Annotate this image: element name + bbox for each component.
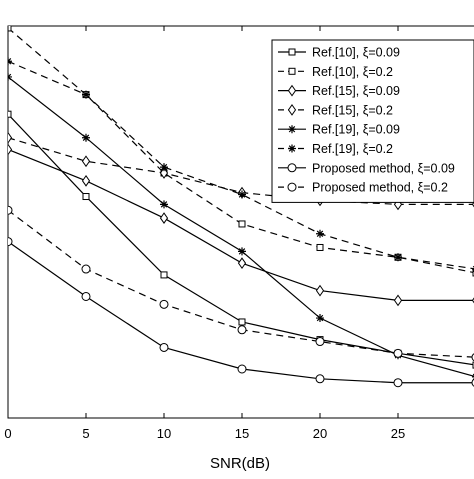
- legend-marker-1: [289, 68, 295, 74]
- legend: Ref.[10], ξ=0.09 Ref.[10], ξ=0.2 Ref.[15],…: [272, 40, 474, 202]
- series-5-point-4: [316, 230, 324, 238]
- series-0-point-1: [83, 194, 89, 200]
- x-tick-label-1: 5: [82, 426, 89, 441]
- series-0-point-0: [5, 111, 11, 117]
- series-5-point-3: [238, 191, 246, 199]
- series-5-point-5: [394, 253, 402, 261]
- series-line-7: [8, 210, 474, 357]
- series-0-point-2: [161, 272, 167, 278]
- series-7: [4, 206, 474, 361]
- series-7-point-2: [160, 300, 168, 308]
- legend-label-2: Ref.[15], ξ=0.09: [312, 84, 400, 98]
- series-6-point-1: [82, 292, 90, 300]
- series-6-point-2: [160, 343, 168, 351]
- legend-label-7: Proposed method, ξ=0.2: [312, 181, 448, 195]
- legend-label-6: Proposed method, ξ=0.09: [312, 161, 455, 175]
- series-7-point-1: [82, 265, 90, 273]
- legend-label-3: Ref.[15], ξ=0.2: [312, 103, 393, 117]
- series-2-point-0: [5, 144, 12, 154]
- series-2-point-3: [239, 258, 246, 268]
- legend-label-0: Ref.[10], ξ=0.09: [312, 46, 400, 60]
- legend-marker-5: [288, 145, 296, 153]
- series-3-point-0: [5, 133, 12, 143]
- legend-label-1: Ref.[10], ξ=0.2: [312, 65, 393, 79]
- series-6-point-0: [4, 238, 12, 246]
- series-6: [4, 238, 474, 387]
- series-4-point-2: [160, 200, 168, 208]
- legend-marker-7: [288, 183, 296, 191]
- legend-marker-6: [288, 164, 296, 172]
- series-4-point-3: [238, 247, 246, 255]
- x-tick-label-3: 15: [235, 426, 249, 441]
- x-tick-label-2: 10: [157, 426, 171, 441]
- series-2-point-1: [83, 176, 90, 186]
- series-7-point-3: [238, 326, 246, 334]
- series-7-point-0: [4, 206, 12, 214]
- legend-label-4: Ref.[19], ξ=0.09: [312, 123, 400, 137]
- x-axis-label: SNR(dB): [210, 455, 270, 472]
- series-5-point-2: [160, 163, 168, 171]
- series-7-point-4: [316, 338, 324, 346]
- series-6-point-3: [238, 365, 246, 373]
- series-4-point-4: [316, 314, 324, 322]
- x-tick-label-4: 20: [313, 426, 327, 441]
- series-0-point-3: [239, 319, 245, 325]
- x-tick-label-5: 25: [391, 426, 405, 441]
- series-1-point-3: [239, 221, 245, 227]
- series-4-point-1: [82, 134, 90, 142]
- x-tick-label-0: 0: [4, 426, 11, 441]
- series-2-point-2: [161, 213, 168, 223]
- series-1-point-4: [317, 244, 323, 250]
- series-7-point-5: [394, 349, 402, 357]
- series-5-point-0: [4, 57, 12, 65]
- legend-label-5: Ref.[19], ξ=0.2: [312, 142, 393, 156]
- series-4-point-0: [4, 73, 12, 81]
- series-2-point-5: [395, 295, 402, 305]
- legend-marker-0: [289, 49, 295, 55]
- series-3-point-1: [83, 156, 90, 166]
- series-6-point-4: [316, 375, 324, 383]
- series-2-point-4: [317, 286, 324, 296]
- series-6-point-5: [394, 379, 402, 387]
